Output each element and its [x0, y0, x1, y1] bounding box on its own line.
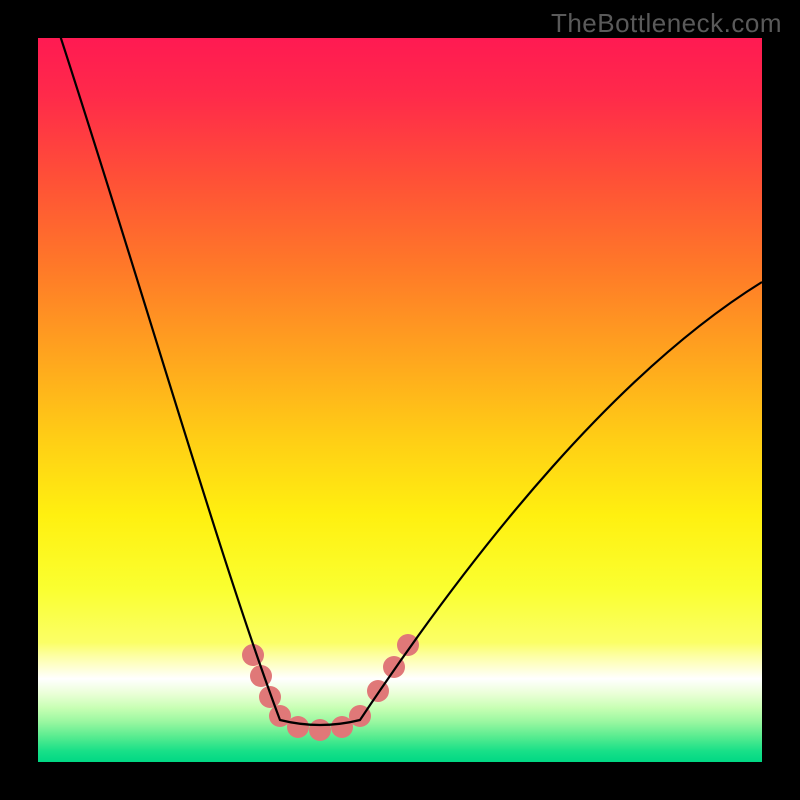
bottleneck-curve-chart [0, 0, 800, 800]
highlight-marker [287, 716, 309, 738]
highlight-marker [397, 634, 419, 656]
watermark-text: TheBottleneck.com [551, 8, 782, 39]
chart-background [38, 38, 762, 762]
highlight-marker [309, 719, 331, 741]
highlight-marker [259, 686, 281, 708]
